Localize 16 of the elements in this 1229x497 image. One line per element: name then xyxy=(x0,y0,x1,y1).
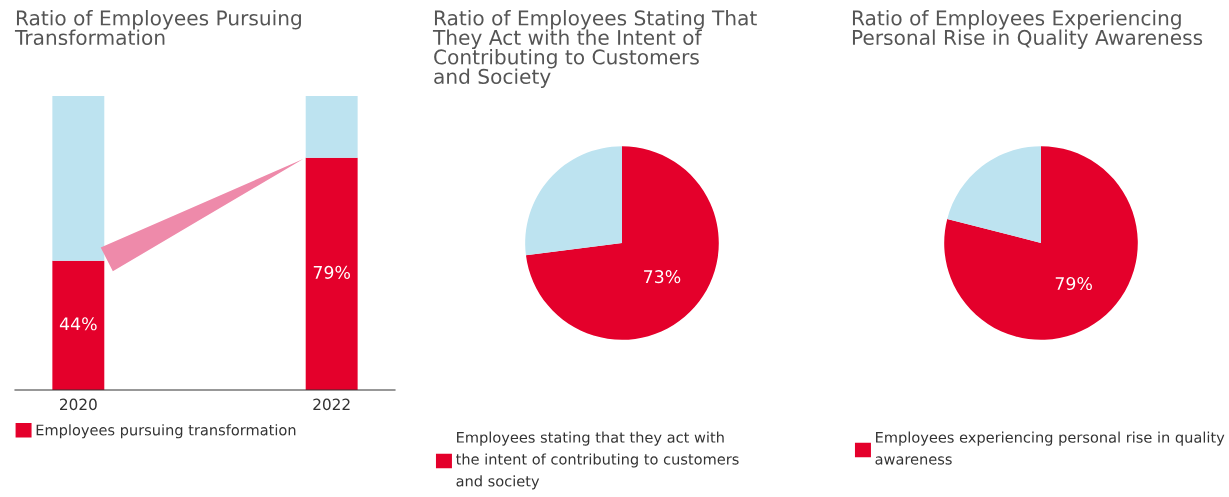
legend-label: Employees pursuing transformation xyxy=(36,424,296,439)
chart-title: Ratio of Employees Experiencing Personal Rise in Quality Awareness xyxy=(852,10,1203,49)
data-label: 44% xyxy=(59,317,97,331)
x-tick-label: 2022 xyxy=(313,398,350,411)
data-label: 73% xyxy=(644,270,681,284)
pie-slice xyxy=(525,146,719,340)
x-tick-label: 2020 xyxy=(60,398,97,411)
chart-title: Ratio of Employees Pursuing Transformation xyxy=(14,10,301,46)
data-label: 79% xyxy=(1055,276,1092,291)
pie-slice xyxy=(525,146,622,256)
legend-label: Employees experiencing personal rise in quality awareness xyxy=(875,431,1225,465)
pie-slice xyxy=(947,146,1041,243)
legend-label: Employees stating that they act with the intent of contributing to customers and society xyxy=(456,431,739,490)
data-label: 79% xyxy=(313,265,350,279)
pie-slice xyxy=(944,146,1138,340)
chart-title: Ratio of Employees Stating That They Act with the Intent of Contributing to Customers and Society xyxy=(432,10,757,88)
